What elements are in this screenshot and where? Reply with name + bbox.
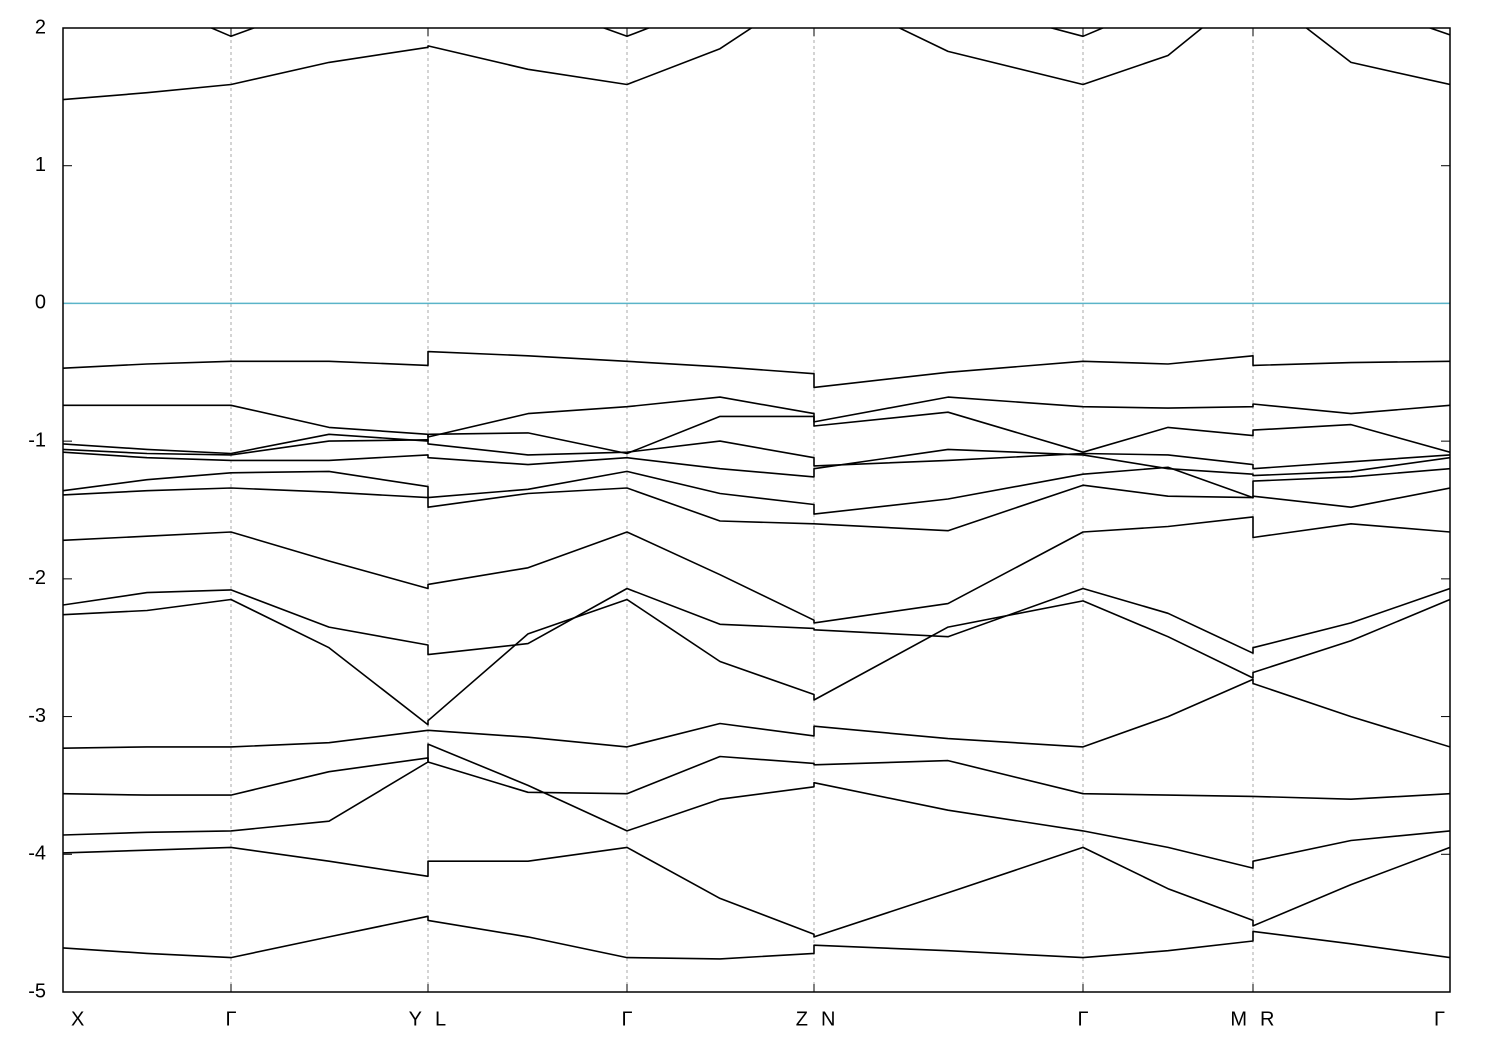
x-tick-label: N — [821, 1008, 835, 1030]
x-tick-label: Γ — [621, 1008, 632, 1030]
band-line — [63, 587, 1450, 656]
y-tick-label: 2 — [35, 16, 46, 38]
x-tick-label: Z — [796, 1008, 808, 1030]
x-tick-label: Y — [409, 1008, 422, 1030]
band-line — [63, 678, 1450, 749]
band-line — [63, 598, 1450, 726]
plot-frame — [62, 27, 1451, 993]
band-line — [63, 516, 1450, 624]
y-tick-label: -5 — [28, 980, 46, 1002]
y-tick-label: -2 — [28, 567, 46, 589]
band-line — [63, 484, 1450, 532]
y-tick-label: -3 — [28, 705, 46, 727]
band-line — [63, 350, 1450, 389]
band-line — [63, 396, 1450, 438]
band-line — [63, 743, 1450, 869]
band-line — [63, 755, 1450, 800]
band-line — [63, 915, 1450, 960]
y-tick-label: 0 — [35, 292, 46, 314]
band-line — [63, 439, 1450, 470]
x-tick-label: M — [1230, 1008, 1247, 1030]
x-tick-label: L — [435, 1008, 446, 1030]
x-tick-label: Γ — [225, 1008, 236, 1030]
x-tick-label: Γ — [1077, 1008, 1088, 1030]
x-tick-label: Γ — [1434, 1008, 1445, 1030]
band-line — [63, 411, 1450, 455]
plot-area — [63, 28, 1450, 960]
y-tick-label: -1 — [28, 429, 46, 451]
y-tick-label: 1 — [35, 154, 46, 176]
x-tick-label: X — [71, 1008, 84, 1030]
band-line — [63, 28, 1450, 101]
band-line — [63, 466, 1450, 515]
band-line — [63, 448, 1450, 478]
y-tick-label: -4 — [28, 843, 46, 865]
band-line — [63, 846, 1450, 938]
x-tick-label: R — [1260, 1008, 1274, 1030]
